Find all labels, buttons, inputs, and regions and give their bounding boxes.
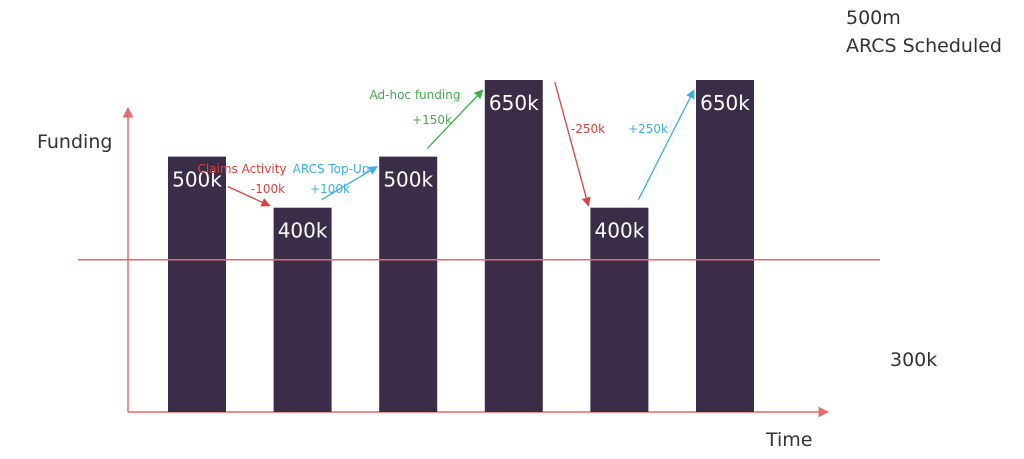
annotation-arrow-3 (426, 89, 484, 150)
bar-3-value-label: 500k (383, 168, 433, 192)
annotation-arrow-5 (637, 89, 695, 200)
bar-labels-group: 500k 400k 500k 650k 400k 650k (172, 91, 750, 243)
bars-group (168, 80, 754, 412)
top-note-line2: ARCS Scheduled (846, 35, 1002, 57)
bar-4-value-label: 650k (489, 91, 539, 115)
annotation-arrow-2 (321, 166, 378, 201)
top-note-line1: 500m (846, 7, 901, 29)
annotation-title-3: Ad-hoc funding (370, 88, 461, 102)
bar-3 (379, 156, 438, 412)
bar-2 (273, 207, 332, 412)
annotation-title-2: ARCS Top-Up (293, 162, 370, 176)
bar-1-value-label: 500k (172, 168, 222, 192)
annotation-arrow-1 (227, 186, 271, 207)
bar-6-value-label: 650k (700, 91, 750, 115)
bar-5-value-label: 400k (595, 219, 645, 243)
y-axis-label: Funding (37, 131, 112, 153)
x-axis-label: Time (765, 429, 813, 451)
annotation-delta-3: +150k (412, 113, 452, 127)
annotation-arrow-4 (554, 81, 591, 207)
bar-4 (484, 80, 543, 412)
annotation-title-1: Claims Activity (197, 162, 286, 176)
threshold-label: 300k (890, 349, 937, 371)
annotation-delta-2: +100k (310, 182, 350, 196)
annotation-delta-4: -250k (571, 122, 605, 136)
annotations-group: Claims Activity -100k ARCS Top-Up +100k Ad-h… (197, 81, 695, 207)
bar-1 (168, 156, 226, 412)
annotation-delta-1: -100k (251, 182, 285, 196)
bar-5 (590, 207, 649, 412)
annotation-delta-5: +250k (628, 122, 668, 136)
bar-6 (696, 80, 754, 412)
bar-2-value-label: 400k (278, 219, 328, 243)
